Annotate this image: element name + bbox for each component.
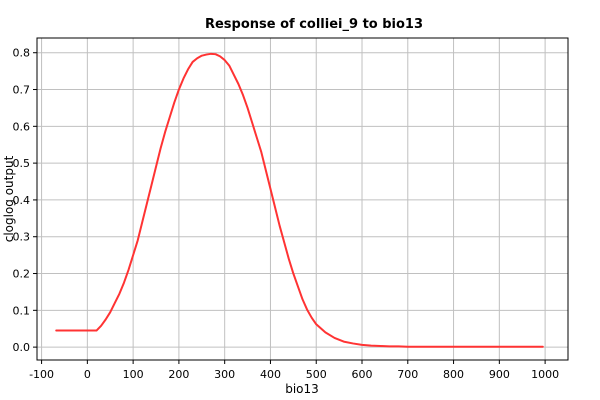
- series-layer: [55, 52, 544, 348]
- plot-area: [36, 37, 569, 361]
- x-tick-label: 900: [489, 368, 510, 381]
- y-tick-label: 0.7: [13, 84, 31, 97]
- y-tick-label: 0.1: [13, 304, 31, 317]
- y-axis-label: cloglog output: [2, 155, 16, 242]
- plot-border: [36, 37, 569, 361]
- x-tick-label: 700: [397, 368, 418, 381]
- x-tick-label: 200: [168, 368, 189, 381]
- chart-title: Response of colliei_9 to bio13: [205, 17, 423, 32]
- y-tick-label: 0.4: [13, 194, 31, 207]
- y-tick-label: 0.0: [13, 341, 31, 354]
- y-tick-label: 0.8: [13, 47, 31, 60]
- response-curve-line: [55, 52, 544, 348]
- x-tick-label: 1000: [531, 368, 559, 381]
- y-tick-label: 0.5: [13, 157, 31, 170]
- x-tick-label: 500: [306, 368, 327, 381]
- x-tick-label: 600: [352, 368, 373, 381]
- x-axis-label: bio13: [285, 382, 319, 396]
- x-tick-label: 800: [443, 368, 464, 381]
- x-tick-label: 300: [214, 368, 235, 381]
- x-tick-label: 100: [123, 368, 144, 381]
- x-tick-label: 400: [260, 368, 281, 381]
- x-tick-label: -100: [29, 368, 54, 381]
- x-axis-ticks: -100 0 100 200 300 400 500 600 700 800 900 1000: [29, 360, 559, 381]
- x-tick-label: 0: [84, 368, 91, 381]
- y-tick-label: 0.2: [13, 268, 31, 281]
- y-tick-label: 0.6: [13, 120, 31, 133]
- y-tick-label: 0.3: [13, 231, 31, 244]
- y-axis-ticks: 0.0 0.1 0.2 0.3 0.4 0.5 0.6 0.7 0.8: [13, 47, 37, 354]
